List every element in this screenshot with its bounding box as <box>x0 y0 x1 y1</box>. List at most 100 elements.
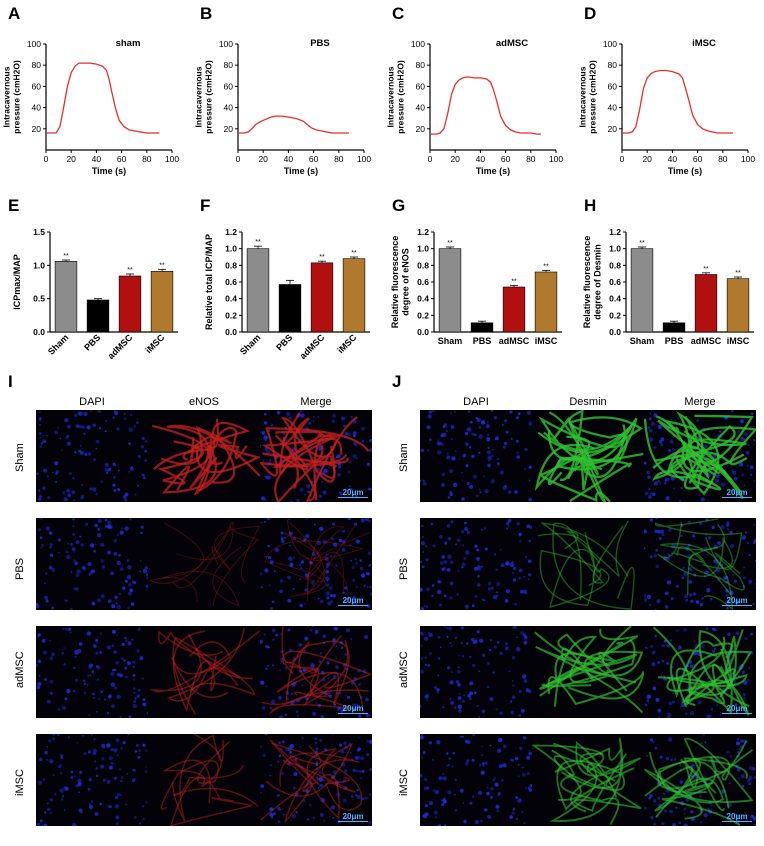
significance-label: ** <box>511 278 517 285</box>
category-label: Sham <box>46 332 70 356</box>
panel-label-f: F <box>200 196 211 215</box>
x-tick-label: 20 <box>450 154 460 164</box>
y-tick-label: 0.6 <box>225 277 237 287</box>
x-tick-label: 60 <box>693 154 703 164</box>
category-label: PBS <box>665 336 684 346</box>
category-label: PBS <box>274 332 294 352</box>
x-tick-label: 80 <box>142 154 152 164</box>
x-tick-label: 20 <box>66 154 76 164</box>
y-tick-label: 0.4 <box>225 294 237 304</box>
y-tick-label: 1.0 <box>33 260 45 270</box>
y-tick-label: 0.6 <box>609 277 621 287</box>
panel-label-c: C <box>392 4 405 23</box>
x-tick-label: 0 <box>236 154 241 164</box>
x-tick-label: 40 <box>92 154 102 164</box>
row-label: iMSC <box>14 769 26 796</box>
column-label: DAPI <box>463 396 489 408</box>
category-label: PBS <box>473 336 492 346</box>
micrograph-dapi <box>420 410 532 502</box>
y-axis-label: Relative fluorescencedegree of Desmin <box>582 236 602 329</box>
y-axis-label: Relative fluorescencedegree of eNOS <box>390 236 410 329</box>
significance-label: ** <box>639 240 645 247</box>
bar-admsc <box>310 262 334 333</box>
x-axis-label: Time (s) <box>92 166 126 176</box>
category-label: Sham <box>238 332 262 356</box>
y-axis-label: ICPmax/MAP <box>12 254 22 310</box>
x-tick-label: 100 <box>357 154 371 164</box>
y-tick-label: 0.2 <box>609 310 621 320</box>
category-label: adMSC <box>298 332 327 361</box>
x-tick-label: 20 <box>642 154 652 164</box>
bar-imsc <box>342 258 366 333</box>
y-tick-label: 100 <box>603 39 617 49</box>
x-tick-label: 40 <box>476 154 486 164</box>
chart-icp-trace-admsc: 20 40 60 80 100 0 20 40 60 80 100 Time (s) Intracave… <box>386 38 564 176</box>
column-label: Merge <box>684 396 716 408</box>
y-tick-label: 0.8 <box>225 260 237 270</box>
bar-sham <box>630 248 654 333</box>
x-tick-label: 60 <box>309 154 319 164</box>
significance-label: ** <box>543 263 549 270</box>
y-tick-label: 0.2 <box>417 310 429 320</box>
y-tick-label: 0.4 <box>609 294 621 304</box>
y-tick-label: 0.8 <box>609 260 621 270</box>
row-label: PBS <box>14 557 26 580</box>
chart-icpmax-map: 0.0 0.5 1.0 1.5 ** Sham PBS ** adMSC ** iMSC ICPmax… <box>12 227 178 361</box>
micrograph-merge <box>644 626 756 718</box>
y-tick-label: 0.0 <box>225 327 237 337</box>
panel-label-d: D <box>584 4 597 23</box>
y-tick-label: 20 <box>32 124 42 134</box>
scale-bar: 20μm <box>338 704 368 714</box>
row-label: Sham <box>398 443 410 472</box>
x-tick-label: 0 <box>620 154 625 164</box>
micrograph-marker <box>532 410 644 502</box>
column-label: Desmin <box>569 396 607 408</box>
microscopy-panel-desmin: DAPI Desmin Merge Sham 20μm PBS 20μm adMSC 20μm i… <box>384 392 764 842</box>
x-tick-label: 0 <box>44 154 49 164</box>
row-label: adMSC <box>14 651 26 688</box>
micrograph-dapi <box>36 626 148 718</box>
panel-label-h: H <box>584 196 597 215</box>
y-tick-label: 1.0 <box>225 244 237 254</box>
chart-title: PBS <box>310 38 330 49</box>
category-label: Sham <box>630 336 655 346</box>
bar-imsc <box>726 278 750 333</box>
y-tick-label: 0.8 <box>417 260 429 270</box>
chart-icp-trace-imsc: 20 40 60 80 100 0 20 40 60 80 100 Time (s) Intracave… <box>578 38 756 176</box>
x-tick-label: 80 <box>526 154 536 164</box>
column-label: Merge <box>300 396 332 408</box>
scale-bar: 20μm <box>722 812 752 822</box>
scale-bar: 20μm <box>722 488 752 498</box>
row-label: PBS <box>398 557 410 580</box>
y-tick-label: 40 <box>32 103 42 113</box>
micrograph-merge <box>644 410 756 502</box>
bar-admsc <box>502 286 526 333</box>
bar-pbs <box>470 322 494 333</box>
bar-imsc <box>534 271 558 333</box>
category-label: PBS <box>82 332 102 352</box>
micrograph-dapi <box>36 518 148 610</box>
y-tick-label: 80 <box>608 60 618 70</box>
row-label: iMSC <box>398 769 410 796</box>
row-label: adMSC <box>398 651 410 688</box>
chart-icp-trace-pbs: 20 40 60 80 100 0 20 40 60 80 100 Time (s) Intracave… <box>194 38 372 176</box>
bar-admsc <box>118 275 142 333</box>
x-tick-label: 20 <box>258 154 268 164</box>
y-tick-label: 60 <box>32 81 42 91</box>
bar-sham <box>438 248 462 333</box>
micrograph-merge <box>260 518 372 610</box>
micrograph-dapi <box>420 626 532 718</box>
micrograph-dapi <box>420 518 532 610</box>
significance-label: ** <box>735 270 741 277</box>
significance-label: ** <box>351 250 357 257</box>
micrograph-marker <box>532 518 644 610</box>
y-tick-label: 60 <box>416 81 426 91</box>
x-tick-label: 40 <box>668 154 678 164</box>
micrograph-marker <box>532 734 644 826</box>
category-label: adMSC <box>691 336 722 346</box>
x-tick-label: 80 <box>718 154 728 164</box>
bar-sham <box>246 248 270 333</box>
y-tick-label: 1.0 <box>417 244 429 254</box>
series-line <box>622 69 733 134</box>
y-axis-label: Intracavernouspressure (cmH2O) <box>2 60 22 134</box>
